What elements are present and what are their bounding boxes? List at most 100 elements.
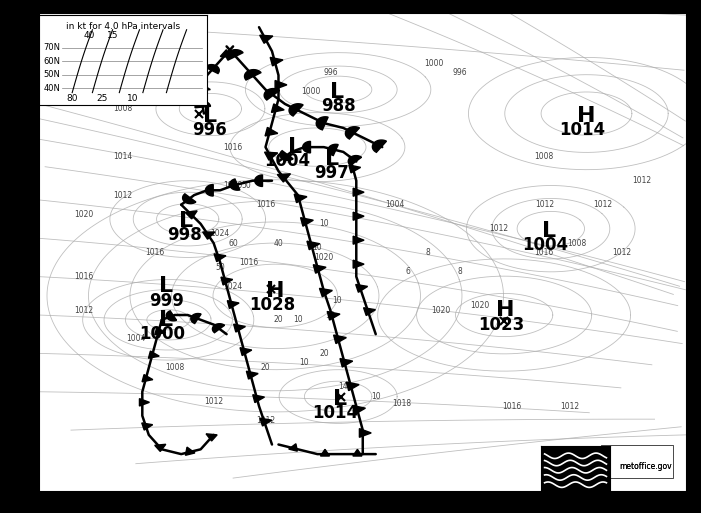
Polygon shape <box>205 65 219 73</box>
Text: 50: 50 <box>215 263 225 271</box>
Text: 1014: 1014 <box>114 152 132 161</box>
Text: 996: 996 <box>453 68 468 77</box>
Text: 1008: 1008 <box>165 363 184 372</box>
Text: H: H <box>266 281 285 301</box>
Polygon shape <box>182 194 196 204</box>
Text: 1020: 1020 <box>431 306 450 314</box>
Polygon shape <box>253 394 264 403</box>
Text: 40: 40 <box>273 239 283 248</box>
Polygon shape <box>353 212 364 220</box>
Text: L: L <box>543 221 557 241</box>
Text: 1012: 1012 <box>613 248 632 257</box>
Polygon shape <box>186 447 195 456</box>
Polygon shape <box>205 185 213 196</box>
Text: 80: 80 <box>67 94 78 104</box>
Polygon shape <box>271 104 284 112</box>
Text: L: L <box>203 106 217 126</box>
Text: 1008: 1008 <box>114 104 132 113</box>
Text: H: H <box>496 300 515 320</box>
Text: L: L <box>179 211 193 231</box>
Text: 1020: 1020 <box>314 253 334 262</box>
Polygon shape <box>372 140 386 152</box>
Polygon shape <box>346 127 360 139</box>
Polygon shape <box>185 211 197 219</box>
Text: 50: 50 <box>241 181 251 190</box>
Text: L: L <box>333 389 347 409</box>
Polygon shape <box>289 104 303 116</box>
Text: 10: 10 <box>319 220 329 228</box>
Polygon shape <box>149 351 159 358</box>
Polygon shape <box>278 174 290 182</box>
Polygon shape <box>259 35 273 43</box>
Polygon shape <box>289 444 297 451</box>
Text: 40N: 40N <box>43 84 60 93</box>
Polygon shape <box>195 101 210 108</box>
Polygon shape <box>246 371 258 379</box>
Text: 1012: 1012 <box>184 68 204 77</box>
Polygon shape <box>360 428 372 437</box>
Text: 60: 60 <box>229 239 238 248</box>
Text: 1008: 1008 <box>567 239 586 248</box>
Polygon shape <box>265 127 278 136</box>
Text: 1012: 1012 <box>489 224 508 233</box>
Text: 1004: 1004 <box>522 236 569 254</box>
Text: 1012: 1012 <box>204 397 223 406</box>
Text: 20: 20 <box>261 363 271 372</box>
Text: L: L <box>159 276 173 296</box>
Text: 1016: 1016 <box>256 200 275 209</box>
Text: 60N: 60N <box>43 56 60 66</box>
Text: 1000: 1000 <box>301 88 320 96</box>
Polygon shape <box>245 70 261 80</box>
Text: 1020: 1020 <box>74 210 93 219</box>
Text: 1012: 1012 <box>256 416 275 425</box>
Text: 15: 15 <box>107 31 118 40</box>
Text: 10: 10 <box>127 94 139 104</box>
Polygon shape <box>139 399 149 406</box>
Text: 1028: 1028 <box>249 297 295 314</box>
Polygon shape <box>221 277 233 285</box>
Text: 1020: 1020 <box>470 301 489 310</box>
Polygon shape <box>353 449 362 456</box>
Polygon shape <box>155 327 165 335</box>
Text: 70N: 70N <box>43 43 60 52</box>
Polygon shape <box>353 406 365 414</box>
Polygon shape <box>328 144 338 155</box>
Text: 1012: 1012 <box>535 200 554 209</box>
Polygon shape <box>280 151 293 161</box>
Text: 1012: 1012 <box>632 176 651 185</box>
Text: 999: 999 <box>149 291 184 310</box>
Text: metoffice.gov: metoffice.gov <box>619 462 672 470</box>
Text: 1012: 1012 <box>561 402 580 410</box>
Polygon shape <box>264 89 280 100</box>
Text: H: H <box>577 106 596 126</box>
Text: 10: 10 <box>293 315 303 324</box>
Polygon shape <box>270 57 283 66</box>
Polygon shape <box>212 324 224 333</box>
Text: 14: 14 <box>325 310 335 320</box>
Polygon shape <box>230 179 240 190</box>
Text: 996: 996 <box>191 122 226 140</box>
Text: 20: 20 <box>319 349 329 358</box>
Polygon shape <box>355 284 367 292</box>
Polygon shape <box>264 152 278 160</box>
Text: 1016: 1016 <box>535 248 554 257</box>
Polygon shape <box>340 359 353 367</box>
Polygon shape <box>334 335 346 344</box>
Text: L: L <box>325 149 339 169</box>
Polygon shape <box>240 348 252 356</box>
Text: 1000: 1000 <box>139 325 185 343</box>
Text: 1004: 1004 <box>386 200 405 209</box>
Polygon shape <box>349 165 360 173</box>
Text: L: L <box>159 310 173 330</box>
Text: 25: 25 <box>97 94 108 104</box>
Text: L: L <box>329 82 344 102</box>
Text: 1016: 1016 <box>74 272 93 281</box>
Text: 996: 996 <box>323 68 338 77</box>
Text: metoffice.gov: metoffice.gov <box>619 462 672 470</box>
Polygon shape <box>348 155 362 165</box>
Text: 10: 10 <box>313 243 322 252</box>
Polygon shape <box>191 313 201 324</box>
Text: 1012: 1012 <box>74 306 93 314</box>
Text: 1016: 1016 <box>240 258 259 267</box>
Polygon shape <box>203 232 215 239</box>
